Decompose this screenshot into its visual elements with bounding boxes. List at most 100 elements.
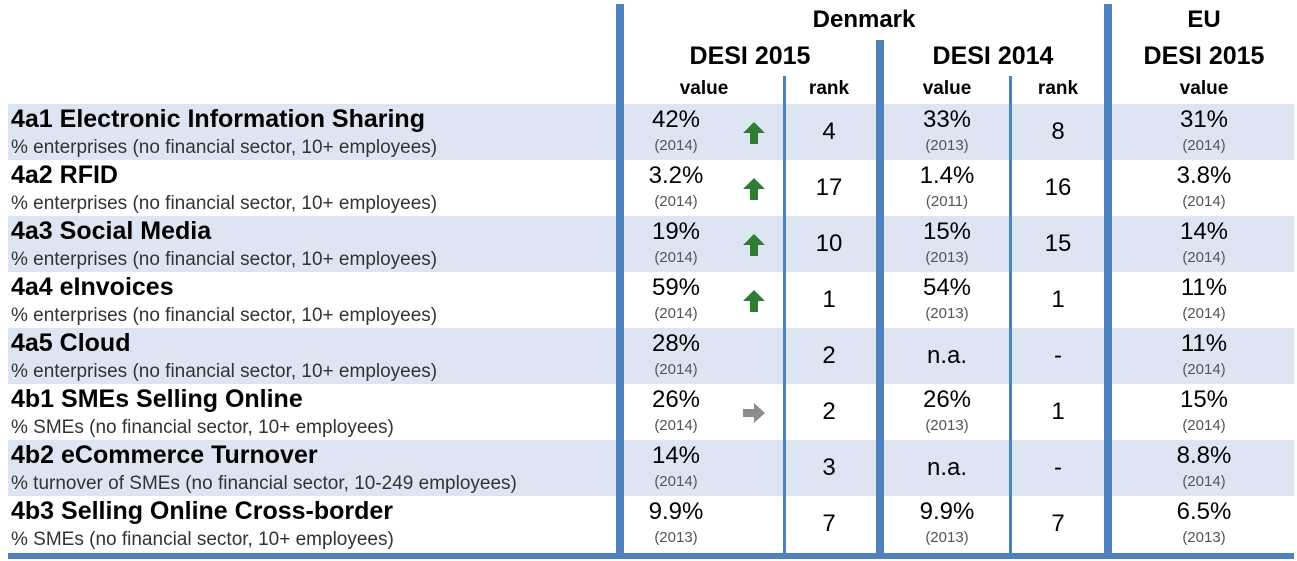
separator-rank-dk2015 bbox=[783, 76, 786, 554]
table-row: 4a4 eInvoices % enterprises (no financial… bbox=[8, 272, 1294, 328]
dk2015-value: 14% bbox=[651, 442, 701, 469]
table-row: 4b3 Selling Online Cross-border % SMEs (n… bbox=[8, 496, 1294, 552]
dk2015-value: 28% bbox=[651, 330, 701, 357]
trend-up-arrow-icon bbox=[743, 290, 765, 312]
dk2015-value: 9.9% bbox=[648, 498, 704, 525]
eu-desi-2015-header: DESI 2015 bbox=[1143, 42, 1265, 70]
eu-year: (2014) bbox=[1182, 193, 1226, 210]
indicator-subtitle: % SMEs (no financial sector, 10+ employe… bbox=[11, 417, 394, 438]
dk2015-year: (2014) bbox=[654, 473, 698, 490]
table-bottom-border bbox=[8, 553, 1294, 559]
separator-left bbox=[616, 4, 624, 556]
dk2015-value: 19% bbox=[651, 218, 701, 245]
indicator-subtitle: % enterprises (no financial sector, 10+ … bbox=[11, 193, 438, 214]
indicator-subtitle: % turnover of SMEs (no financial sector,… bbox=[11, 473, 517, 494]
dk2014-year: (2013) bbox=[925, 529, 969, 546]
indicator-title: 4a2 RFID bbox=[11, 161, 118, 189]
dk2014-value: 15% bbox=[922, 218, 972, 245]
eu-value: 3.8% bbox=[1176, 162, 1232, 189]
eu-year: (2014) bbox=[1182, 137, 1226, 154]
eu-value: 6.5% bbox=[1176, 498, 1232, 525]
trend-flat-arrow-icon bbox=[743, 403, 765, 423]
eu-value: 15% bbox=[1179, 386, 1229, 413]
indicator-title: 4a1 Electronic Information Sharing bbox=[11, 105, 425, 133]
dk2014-rank: - bbox=[1054, 454, 1062, 481]
country-header: Denmark bbox=[812, 6, 916, 33]
dk2015-value: 59% bbox=[651, 274, 701, 301]
dk2014-rank: 1 bbox=[1051, 286, 1065, 313]
dk2014-rank: 1 bbox=[1051, 398, 1065, 425]
desi-2015-header: DESI 2015 bbox=[689, 42, 811, 70]
dk2015-rank: 4 bbox=[822, 118, 836, 145]
dk2015-year: (2014) bbox=[654, 137, 698, 154]
dk2014-year: (2013) bbox=[925, 249, 969, 266]
indicator-subtitle: % enterprises (no financial sector, 10+ … bbox=[11, 305, 438, 326]
dk2015-value: 42% bbox=[651, 106, 701, 133]
table-row: 4a1 Electronic Information Sharing % ente… bbox=[8, 104, 1294, 160]
indicator-title: 4a3 Social Media bbox=[11, 217, 212, 245]
trend-up-arrow-icon bbox=[743, 234, 765, 256]
dk2015-rank: 2 bbox=[822, 342, 836, 369]
eu-year: (2013) bbox=[1182, 529, 1226, 546]
eu-value: 14% bbox=[1179, 218, 1229, 245]
col-value-eu: value bbox=[1179, 78, 1229, 99]
dk2015-rank: 10 bbox=[815, 230, 843, 257]
dk2015-rank: 7 bbox=[822, 510, 836, 537]
indicator-title: 4a4 eInvoices bbox=[11, 273, 174, 301]
dk2014-value: 1.4% bbox=[919, 162, 975, 189]
eu-year: (2014) bbox=[1182, 473, 1226, 490]
indicator-title: 4a5 Cloud bbox=[11, 329, 131, 357]
eu-year: (2014) bbox=[1182, 417, 1226, 434]
table-row: 4a3 Social Media % enterprises (no financ… bbox=[8, 216, 1294, 272]
trend-up-arrow-icon bbox=[743, 178, 765, 200]
indicator-subtitle: % enterprises (no financial sector, 10+ … bbox=[11, 137, 438, 158]
eu-year: (2014) bbox=[1182, 361, 1226, 378]
dk2015-year: (2014) bbox=[654, 417, 698, 434]
eu-value: 31% bbox=[1179, 106, 1229, 133]
dk2015-value: 3.2% bbox=[648, 162, 704, 189]
dk2014-year: (2011) bbox=[925, 193, 969, 210]
trend-up-arrow-icon bbox=[743, 122, 765, 144]
dk2014-value: 33% bbox=[922, 106, 972, 133]
eu-year: (2014) bbox=[1182, 305, 1226, 322]
table-row: 4b2 eCommerce Turnover % turnover of SMEs… bbox=[8, 440, 1294, 496]
indicator-subtitle: % enterprises (no financial sector, 10+ … bbox=[11, 249, 438, 270]
eu-value: 8.8% bbox=[1176, 442, 1232, 469]
table-row: 4a2 RFID % enterprises (no financial sect… bbox=[8, 160, 1294, 216]
separator-right bbox=[1104, 4, 1112, 556]
eu-year: (2014) bbox=[1182, 249, 1226, 266]
dk2014-value: 26% bbox=[922, 386, 972, 413]
dk2014-value: 54% bbox=[922, 274, 972, 301]
dk2014-value: n.a. bbox=[926, 342, 968, 369]
dk2014-rank: 16 bbox=[1044, 174, 1072, 201]
dk2014-value: n.a. bbox=[926, 454, 968, 481]
dk2015-rank: 17 bbox=[815, 174, 843, 201]
indicator-title: 4b1 SMEs Selling Online bbox=[11, 385, 303, 413]
dk2014-year: (2013) bbox=[925, 305, 969, 322]
desi-2014-header: DESI 2014 bbox=[932, 42, 1054, 70]
dk2015-value: 26% bbox=[651, 386, 701, 413]
dk2015-rank: 1 bbox=[822, 286, 836, 313]
eu-value: 11% bbox=[1180, 274, 1228, 301]
dk2014-year: (2013) bbox=[925, 137, 969, 154]
table-row: 4a5 Cloud % enterprises (no financial sec… bbox=[8, 328, 1294, 384]
dk2014-rank: 15 bbox=[1044, 230, 1072, 257]
dk2014-year: (2013) bbox=[925, 417, 969, 434]
col-rank-dk2014: rank bbox=[1037, 78, 1079, 99]
dk2015-rank: 2 bbox=[822, 398, 836, 425]
eu-header: EU bbox=[1187, 6, 1221, 33]
dk2015-year: (2014) bbox=[654, 361, 698, 378]
dk2015-year: (2014) bbox=[654, 249, 698, 266]
dk2015-year: (2013) bbox=[654, 529, 698, 546]
indicator-subtitle: % SMEs (no financial sector, 10+ employe… bbox=[11, 529, 394, 550]
dk2014-rank: 8 bbox=[1051, 118, 1065, 145]
eu-value: 11% bbox=[1180, 330, 1228, 357]
dk2014-rank: - bbox=[1054, 342, 1062, 369]
separator-rank-dk2014 bbox=[1009, 76, 1012, 554]
indicator-subtitle: % enterprises (no financial sector, 10+ … bbox=[11, 361, 438, 382]
dk2015-rank: 3 bbox=[822, 454, 836, 481]
dk2015-year: (2014) bbox=[654, 305, 698, 322]
dk2014-rank: 7 bbox=[1051, 510, 1065, 537]
col-rank-dk2015: rank bbox=[808, 78, 850, 99]
dk2014-value: 9.9% bbox=[919, 498, 975, 525]
